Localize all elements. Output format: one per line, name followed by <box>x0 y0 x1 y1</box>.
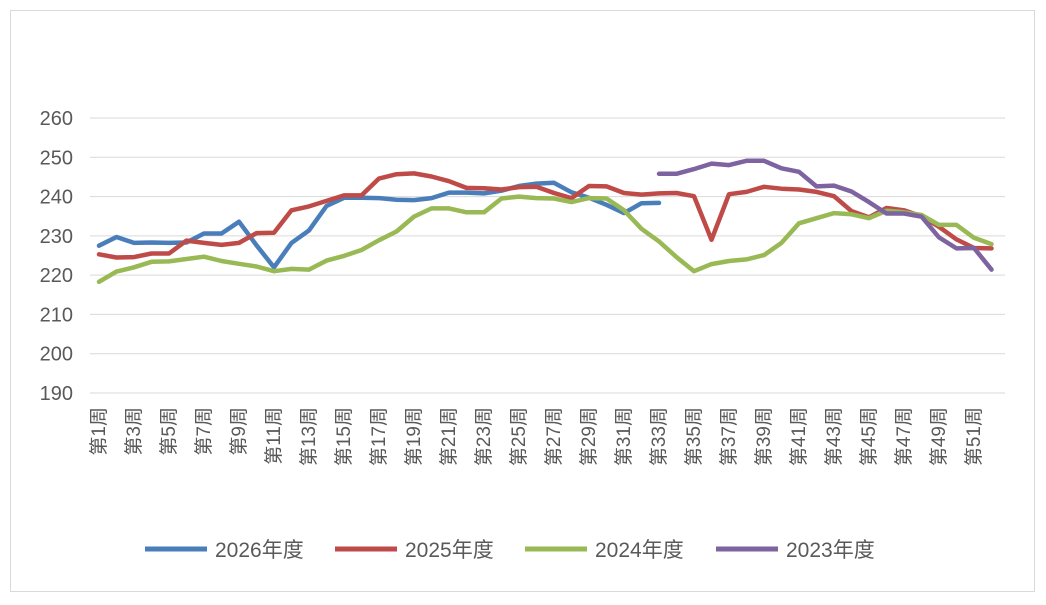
x-tick-label: 第37周 <box>718 407 740 466</box>
y-tick-label: 260 <box>40 108 73 130</box>
legend-label: 2024年度 <box>595 539 684 562</box>
x-tick-label: 第47周 <box>893 407 915 466</box>
x-tick-label: 第25周 <box>508 407 530 466</box>
series-line-2023年度 <box>656 158 994 272</box>
x-tick-label: 第21周 <box>438 407 460 466</box>
legend-label: 2026年度 <box>215 539 304 562</box>
x-tick-label: 第49周 <box>928 407 950 466</box>
x-tick-label: 第7周 <box>193 407 215 456</box>
y-tick-label: 190 <box>40 383 73 405</box>
x-axis-ticks: 第1周 第3周 第5周 第7周 第9周 第11周 第13周 第15周 第17周 第19周 第21周第… <box>88 407 985 466</box>
x-tick-label: 第17周 <box>368 407 390 466</box>
x-tick-label: 第45周 <box>858 407 880 466</box>
legend-label: 2023年度 <box>786 539 875 562</box>
x-tick-label: 第33周 <box>648 407 670 466</box>
x-tick-label: 第1周 <box>88 407 110 456</box>
gridlines <box>90 117 1005 394</box>
x-tick-label: 第29周 <box>578 407 600 466</box>
x-tick-label: 第3周 <box>123 407 145 456</box>
legend: 2026年度 2025年度 2024年度 2023年度 <box>145 539 875 562</box>
x-tick-label: 第35周 <box>683 407 705 466</box>
x-tick-label: 第23周 <box>473 407 495 466</box>
x-tick-label: 第43周 <box>823 407 845 466</box>
x-tick-label: 第41周 <box>788 407 810 466</box>
y-axis-ticks: 190 200 210 220 230 240 250 260 <box>40 108 73 405</box>
y-tick-label: 220 <box>40 265 73 287</box>
legend-label: 2025年度 <box>405 539 494 562</box>
x-tick-label: 第51周 <box>963 407 985 466</box>
y-tick-label: 210 <box>40 304 73 326</box>
x-tick-label: 第9周 <box>228 407 250 456</box>
x-tick-label: 第31周 <box>613 407 635 466</box>
y-tick-label: 240 <box>40 187 73 209</box>
x-tick-label: 第11周 <box>263 407 285 465</box>
x-tick-label: 第15周 <box>333 407 355 466</box>
y-tick-label: 200 <box>40 344 73 366</box>
series-line-2024年度 <box>96 194 994 285</box>
y-tick-label: 230 <box>40 226 73 248</box>
chart-frame <box>10 10 1035 592</box>
x-tick-label: 第13周 <box>298 407 320 466</box>
x-tick-label: 第19周 <box>403 407 425 466</box>
series-lines <box>96 158 994 285</box>
x-tick-label: 第39周 <box>753 407 775 466</box>
series-line-2025年度 <box>96 171 994 260</box>
x-tick-label: 第27周 <box>543 407 565 466</box>
y-tick-label: 250 <box>40 147 73 169</box>
x-tick-label: 第5周 <box>158 407 180 456</box>
